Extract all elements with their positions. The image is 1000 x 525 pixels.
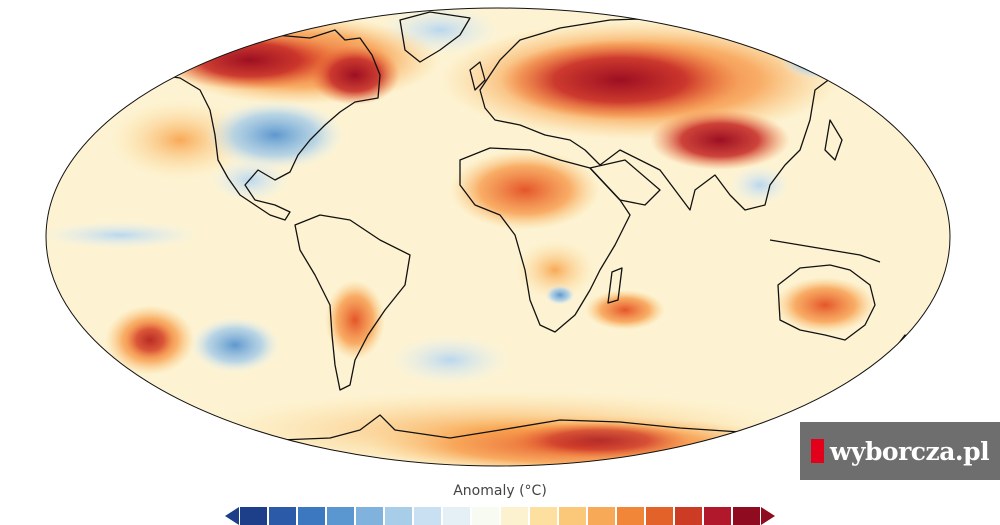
colorbar-swatch xyxy=(356,507,383,525)
colorbar-title: Anomaly (°C) xyxy=(453,483,547,499)
colorbar-swatch xyxy=(385,507,412,525)
colorbar-swatch xyxy=(327,507,354,525)
uk-outline xyxy=(469,61,486,91)
watermark-badge: wyborcza.pl xyxy=(800,422,1000,480)
colorbar-swatch xyxy=(240,507,267,525)
colorbar-swatch xyxy=(298,507,325,525)
north-america-outline xyxy=(149,29,381,221)
colorbar-swatch xyxy=(414,507,441,525)
japan-outline xyxy=(824,119,843,161)
colorbar-swatch xyxy=(646,507,673,525)
greenland-outline xyxy=(399,11,471,63)
colorbar-swatch xyxy=(617,507,644,525)
colorbar-swatch xyxy=(443,507,470,525)
globe-border xyxy=(45,7,951,467)
world-map xyxy=(45,7,951,467)
colorbar-swatch xyxy=(269,507,296,525)
colorbar-swatch xyxy=(588,507,615,525)
watermark-logo-mark xyxy=(810,439,824,463)
colorbar-swatch xyxy=(675,507,702,525)
antarctica-outline xyxy=(239,414,861,456)
colorbar-swatch xyxy=(530,507,557,525)
australia-outline xyxy=(777,264,876,341)
africa-outline xyxy=(459,147,631,333)
colorbar-arrow-left xyxy=(225,507,239,525)
madagascar-outline xyxy=(607,267,623,304)
colorbar-swatch xyxy=(472,507,499,525)
colorbar-swatch xyxy=(501,507,528,525)
indonesia-outline xyxy=(769,239,881,263)
south-america-outline xyxy=(294,214,411,391)
colorbar-swatch xyxy=(559,507,586,525)
watermark-text: wyborcza.pl xyxy=(829,436,990,466)
colorbar xyxy=(225,507,775,525)
arabia-outline xyxy=(589,159,661,206)
colorbar-swatch xyxy=(733,507,760,525)
colorbar-arrow-right xyxy=(761,507,775,525)
colorbar-swatch xyxy=(704,507,731,525)
